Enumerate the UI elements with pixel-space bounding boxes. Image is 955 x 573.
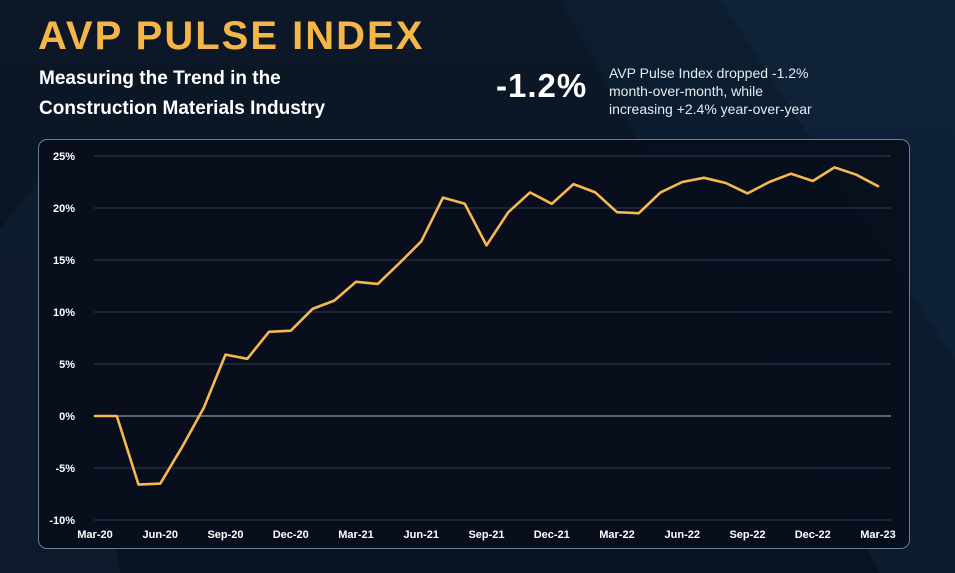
x-tick-label: Mar-23: [860, 529, 895, 541]
x-tick-label: Jun-21: [404, 529, 439, 541]
x-tick-label: Sep-22: [729, 529, 765, 541]
x-tick-label: Sep-20: [207, 529, 243, 541]
y-tick-label: 20%: [53, 203, 75, 215]
y-tick-label: 5%: [59, 359, 75, 371]
x-tick-label: Dec-21: [534, 529, 570, 541]
series-line: [93, 166, 880, 486]
stat-description: AVP Pulse Index dropped -1.2% month-over…: [609, 64, 869, 118]
subtitle-line-2: Construction Materials Industry: [39, 98, 326, 119]
x-tick-label: Mar-20: [77, 529, 112, 541]
x-tick-label: Mar-21: [338, 529, 373, 541]
x-tick-label: Dec-22: [795, 529, 831, 541]
y-tick-label: 15%: [53, 255, 75, 267]
y-tick-label: 25%: [53, 151, 75, 163]
x-tick-label: Sep-21: [468, 529, 504, 541]
x-tick-label: Dec-20: [273, 529, 309, 541]
page-title: AVP PULSE INDEX: [38, 14, 425, 58]
y-axis-ticks: 25% 20% 15% 10% 5% 0% -5% -10%: [49, 151, 75, 527]
series-layer: [93, 166, 880, 486]
line-chart: 25% 20% 15% 10% 5% 0% -5% -10% Mar-20 Jun-20 Sep-…: [49, 151, 895, 541]
stat-desc-line-2: month-over-month, while: [609, 83, 764, 99]
x-tick-label: Mar-22: [599, 529, 634, 541]
x-axis-ticks: Mar-20 Jun-20 Sep-20 Dec-20 Mar-21 Jun-21 Sep-…: [77, 529, 895, 541]
grid-lines: [94, 155, 891, 521]
y-tick-label: -5%: [55, 463, 75, 475]
page-subtitle: Measuring the Trend in the Construction …: [39, 64, 399, 124]
stat-desc-line-3: increasing +2.4% year-over-year: [609, 101, 812, 117]
x-tick-label: Jun-22: [665, 529, 700, 541]
stat-value: -1.2%: [496, 67, 588, 104]
y-tick-label: 10%: [53, 307, 75, 319]
stat-desc-line-1: AVP Pulse Index dropped -1.2%: [609, 65, 809, 81]
y-tick-label: -10%: [49, 515, 75, 527]
subtitle-line-1: Measuring the Trend in the: [39, 68, 281, 89]
chart-panel: 25% 20% 15% 10% 5% 0% -5% -10% Mar-20 Jun-20 Sep-…: [38, 139, 910, 549]
x-tick-label: Jun-20: [143, 529, 178, 541]
y-tick-label: 0%: [59, 411, 75, 423]
